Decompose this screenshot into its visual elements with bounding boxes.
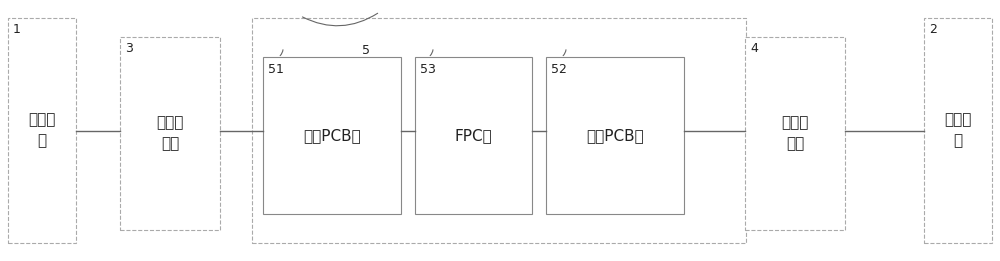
Bar (745, 37, 845, 230)
Text: 2: 2 (929, 23, 937, 37)
Text: FPC板: FPC板 (455, 128, 492, 143)
Text: 51: 51 (268, 63, 284, 76)
Text: 第二板
卡: 第二板 卡 (944, 112, 972, 149)
Bar (263, 57, 401, 214)
Text: 53: 53 (420, 63, 436, 76)
Text: 第二PCB板: 第二PCB板 (586, 128, 644, 143)
Text: 1: 1 (13, 23, 21, 37)
Bar (924, 18, 992, 243)
Bar (120, 37, 220, 230)
Text: 5: 5 (362, 44, 370, 57)
Text: 52: 52 (551, 63, 567, 76)
Text: 第二连
接器: 第二连 接器 (781, 115, 809, 151)
FancyArrowPatch shape (563, 50, 566, 56)
FancyArrowPatch shape (280, 50, 283, 56)
FancyArrowPatch shape (302, 13, 378, 26)
Text: 第一板
卡: 第一板 卡 (28, 112, 56, 149)
Text: 3: 3 (125, 42, 133, 55)
Bar (252, 18, 746, 243)
Bar (415, 57, 532, 214)
FancyArrowPatch shape (430, 50, 433, 56)
Text: 第一连
接器: 第一连 接器 (156, 115, 184, 151)
Bar (8, 18, 76, 243)
Text: 第一PCB板: 第一PCB板 (303, 128, 361, 143)
Bar (546, 57, 684, 214)
Text: 4: 4 (750, 42, 758, 55)
